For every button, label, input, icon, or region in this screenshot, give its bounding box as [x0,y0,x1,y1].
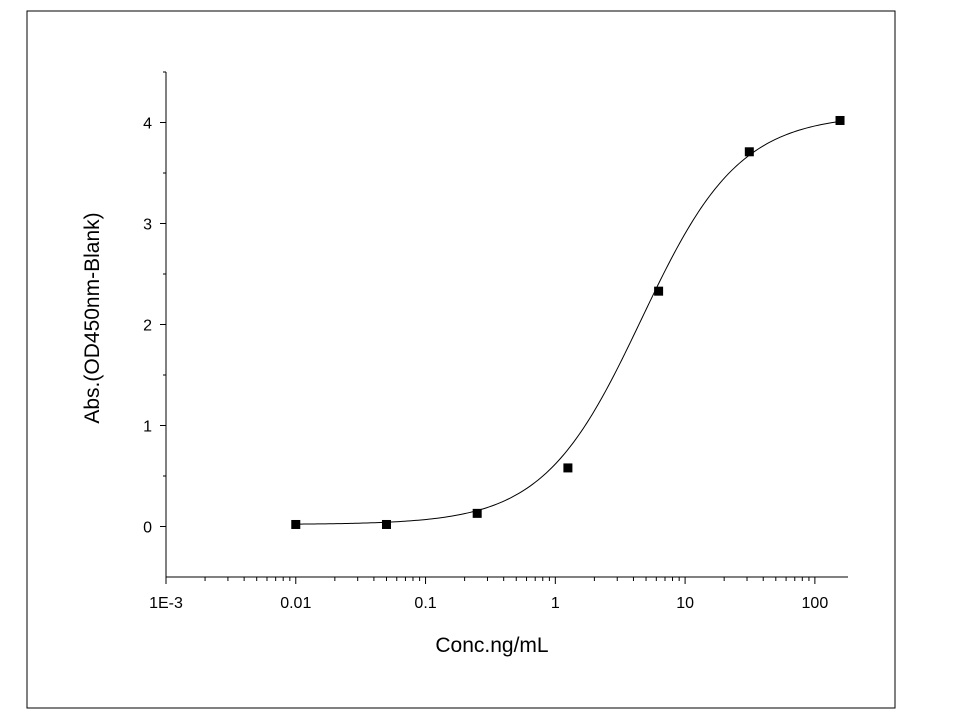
data-points [291,115,845,529]
data-point [563,463,573,473]
y-axis-title: Abs.(OD450nm-Blank) [81,212,104,423]
y-tick-label: 0 [143,520,152,537]
x-axis-title: Conc.ng/mL [435,634,548,657]
x-tick-label: 10 [676,595,694,612]
x-tick-label: 0.01 [280,595,311,612]
data-point [381,519,391,529]
data-point [654,286,664,296]
y-tick-label: 4 [143,116,152,133]
x-tick-label: 100 [802,595,829,612]
y-tick-label: 3 [143,217,152,234]
data-point [835,115,845,125]
axes: 0 1 2 3 4 1E-3 0.01 0.1 1 10 100 [143,71,848,612]
y-tick-label: 1 [143,419,152,436]
x-tick-label: 1E-3 [149,595,183,612]
x-tick-label: 0.1 [414,595,436,612]
outer-frame [26,10,896,709]
x-tick-label: 1 [551,595,560,612]
data-point [744,147,754,157]
data-point [472,508,482,518]
data-point [291,519,301,529]
y-tick-label: 2 [143,318,152,335]
